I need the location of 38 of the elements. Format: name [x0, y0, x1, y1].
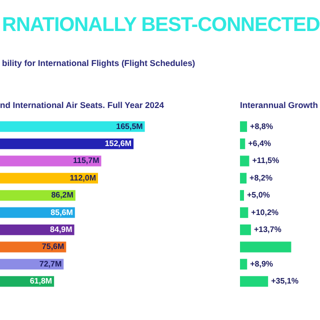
- bar: [240, 276, 268, 287]
- bar: [240, 258, 248, 270]
- bar: [240, 224, 251, 236]
- bar: [0, 172, 98, 184]
- data-label: 72,7M: [39, 259, 62, 268]
- data-label: +5,0%: [247, 190, 270, 200]
- data-label: +6,4%: [248, 139, 272, 148]
- data-label: 152,6M: [104, 139, 132, 148]
- bar: [240, 138, 246, 150]
- data-label: +11,5%: [252, 156, 280, 166]
- data-label: +8,2%: [250, 173, 272, 182]
- data-label: 112,0M: [70, 173, 96, 182]
- data-label: +10,2%: [251, 208, 279, 217]
- chart-subtitle: bility for International Flights (Flight Schedules): [2, 58, 196, 68]
- text: nd International Air Seats. Full Year 2024: [0, 100, 165, 112]
- data-label: +8,8%: [250, 122, 273, 131]
- data-label: 115,7M: [72, 156, 100, 166]
- data-label: 165,5M: [116, 122, 144, 131]
- data-label: +13,7%: [254, 225, 282, 234]
- bar: [0, 156, 102, 166]
- bar: [240, 242, 292, 252]
- chart-title: RNATIONALLY BEST-CONNECTED: [2, 14, 320, 37]
- bar: [240, 121, 248, 132]
- bar: [240, 172, 247, 184]
- bar: [240, 207, 248, 218]
- bar: [0, 242, 66, 252]
- data-label: +8,9%: [250, 259, 274, 268]
- data-label: 75,6M: [42, 242, 64, 252]
- bar: [0, 138, 134, 150]
- data-label: 84,9M: [50, 225, 73, 234]
- chart-title: Interannual Growth: [239, 100, 319, 112]
- data-label: 61,8M: [30, 276, 52, 286]
- bar: [240, 156, 250, 166]
- data-label: 85,6M: [50, 208, 74, 217]
- bar: [240, 190, 244, 201]
- bar: [0, 121, 145, 132]
- data-label: 86,2M: [51, 190, 74, 200]
- data-label: +35,1%: [271, 276, 298, 286]
